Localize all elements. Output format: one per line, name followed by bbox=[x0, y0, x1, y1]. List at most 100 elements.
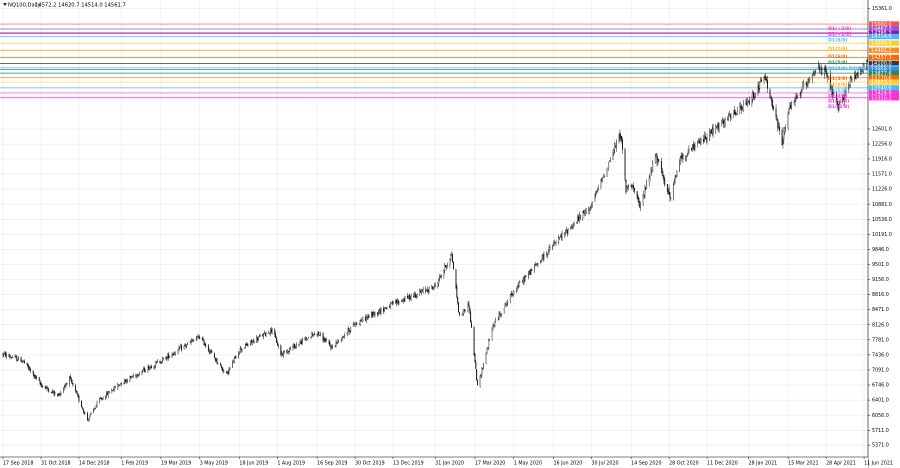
candle-body bbox=[621, 136, 623, 141]
candle-body bbox=[837, 105, 839, 110]
candle-body bbox=[818, 66, 820, 69]
candle-body bbox=[559, 235, 561, 238]
candle-body bbox=[328, 340, 330, 344]
candle-body bbox=[299, 342, 301, 345]
level-price-tags: 15000.014887.314811.114785.214714.614564… bbox=[869, 21, 899, 101]
candle-body bbox=[723, 121, 725, 125]
candle-body bbox=[262, 334, 264, 337]
candle-body bbox=[746, 101, 748, 106]
candle-body bbox=[353, 324, 355, 326]
candle-body bbox=[259, 335, 261, 337]
candle-body bbox=[839, 102, 841, 104]
candle-body bbox=[137, 374, 139, 376]
triangle-down-icon[interactable] bbox=[3, 3, 7, 6]
candle-body bbox=[716, 125, 718, 127]
candle-body bbox=[712, 127, 714, 134]
candle-body bbox=[584, 212, 585, 214]
candle-body bbox=[530, 269, 532, 275]
candle-body bbox=[331, 346, 333, 350]
candle-body bbox=[445, 264, 447, 268]
candle-body bbox=[638, 198, 640, 204]
candle-body bbox=[606, 169, 608, 177]
candle-body bbox=[136, 374, 138, 377]
candle-body bbox=[728, 114, 730, 121]
candle-body bbox=[588, 206, 590, 212]
candle-body bbox=[795, 97, 797, 100]
level-price-tag bbox=[869, 33, 899, 40]
candle-body bbox=[681, 155, 683, 159]
candle-body bbox=[495, 319, 497, 323]
candle-body bbox=[141, 371, 143, 375]
level-price-tag bbox=[869, 79, 899, 85]
candle-body bbox=[595, 193, 597, 195]
candle-body bbox=[93, 409, 95, 413]
candle-body bbox=[679, 162, 680, 172]
candle-body bbox=[658, 159, 660, 162]
time-tick-label: 31 Oct 2018 bbox=[41, 461, 71, 467]
candle-body bbox=[270, 329, 272, 333]
candle-body bbox=[371, 312, 373, 317]
candle-body bbox=[41, 384, 43, 388]
candle-body bbox=[807, 79, 809, 85]
candle-body bbox=[582, 211, 584, 219]
candle-body bbox=[108, 391, 110, 394]
candle-body bbox=[88, 417, 90, 420]
candle-body bbox=[639, 204, 641, 208]
candle-body bbox=[228, 368, 230, 375]
candle-body bbox=[668, 187, 670, 194]
candle-body bbox=[675, 175, 677, 177]
candle-body bbox=[855, 74, 857, 80]
candle-body bbox=[609, 160, 610, 162]
candle-body bbox=[656, 155, 658, 164]
candle-body bbox=[300, 340, 302, 343]
candle-body bbox=[362, 317, 364, 322]
candle-body bbox=[710, 130, 711, 133]
candle-body bbox=[718, 124, 720, 129]
candle-body bbox=[203, 339, 205, 346]
candle-body bbox=[125, 379, 126, 383]
candle-body bbox=[47, 387, 49, 390]
candle-body bbox=[528, 270, 530, 273]
candle-body bbox=[483, 363, 485, 368]
candle-body bbox=[801, 90, 803, 93]
candle-body bbox=[597, 187, 599, 191]
candle-body bbox=[498, 313, 500, 320]
level-price-tag bbox=[869, 21, 899, 27]
candle-body bbox=[100, 398, 101, 399]
candle-body bbox=[672, 183, 674, 199]
candle-body bbox=[171, 354, 173, 358]
candle-body bbox=[862, 64, 864, 72]
time-tick-label: 3 May 2019 bbox=[200, 461, 228, 467]
candle-body bbox=[613, 149, 615, 154]
candle-body bbox=[857, 72, 859, 77]
candle-body bbox=[779, 126, 780, 131]
time-axis-panel bbox=[0, 457, 868, 468]
candle-body bbox=[395, 300, 396, 304]
level-price-label: 13424.6 bbox=[871, 91, 892, 97]
candle-body bbox=[802, 85, 804, 91]
candle-body bbox=[477, 380, 478, 386]
candle-body bbox=[670, 197, 672, 199]
candle-body bbox=[698, 140, 700, 144]
candle-body bbox=[69, 376, 71, 379]
candle-body bbox=[736, 111, 738, 115]
candle-body bbox=[501, 313, 503, 316]
candle-body bbox=[57, 394, 59, 396]
candle-body bbox=[65, 383, 67, 387]
level-price-tag bbox=[869, 90, 899, 96]
candle-body bbox=[597, 190, 598, 192]
candle-body bbox=[540, 260, 541, 263]
candle-body bbox=[64, 385, 66, 388]
candle-body bbox=[396, 299, 397, 304]
candle-body bbox=[153, 366, 155, 369]
candle-body bbox=[201, 337, 203, 340]
chart-ohlc: 14572.2 14620.7 14514.0 14561.7 bbox=[35, 2, 126, 8]
candle-body bbox=[422, 289, 424, 292]
candle-body bbox=[536, 263, 538, 266]
time-tick-label: 14 Sep 2020 bbox=[631, 461, 661, 467]
candle-body bbox=[292, 346, 294, 350]
candle-body bbox=[281, 353, 283, 355]
candle-body bbox=[800, 92, 802, 95]
price-tick-label: 7436.0 bbox=[872, 352, 889, 358]
